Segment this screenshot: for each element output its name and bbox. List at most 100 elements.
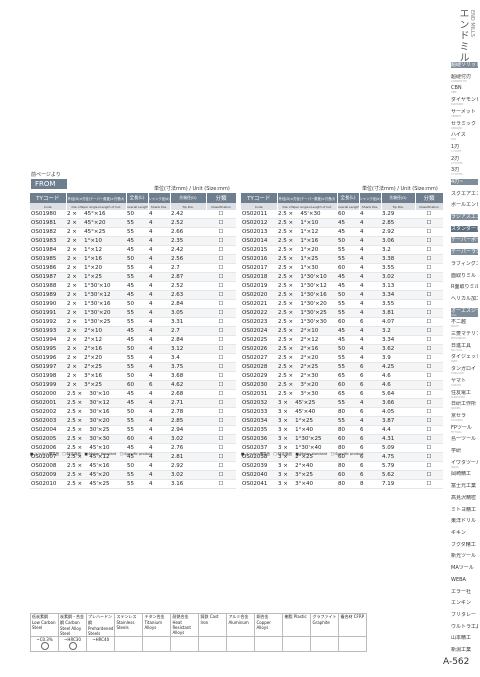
sidebar-item[interactable]: フクダ精工 xyxy=(451,542,478,548)
cell-dia: 2.5 × 1°×16 xyxy=(277,236,337,246)
sidebar-item[interactable]: テーパーラジアス xyxy=(451,249,478,255)
cell-cls: ☐ xyxy=(415,344,443,354)
cell-shank: 4 xyxy=(148,434,170,444)
cell-neck: 3.75 xyxy=(170,362,206,372)
material-rating xyxy=(226,636,256,652)
sidebar-item[interactable]: 島一ツール xyxy=(451,436,478,442)
cell-code: OS02010 xyxy=(30,479,66,489)
sidebar-item[interactable]: WEBA xyxy=(451,577,478,583)
material-rating xyxy=(114,636,144,652)
cell-neck: 2.63 xyxy=(170,290,206,300)
cell-shank: 4 xyxy=(359,335,381,345)
sidebar-item[interactable]: ダイジェット工業DIJET xyxy=(451,354,478,363)
sidebar-item[interactable]: CBN CBN xyxy=(451,85,478,94)
material-rating xyxy=(142,636,172,652)
cell-neck: 3.16 xyxy=(170,479,206,489)
cell-oal: 45 xyxy=(126,443,148,453)
sidebar-item[interactable]: タンガロイ TUNGALOY xyxy=(451,366,478,375)
col-oal: 全長(L) xyxy=(126,193,149,203)
cell-cls: ☐ xyxy=(206,479,236,489)
cell-code: OS02040 xyxy=(241,470,277,480)
sidebar-item[interactable]: MAツール xyxy=(451,565,478,571)
cell-code: OS02027 xyxy=(241,353,277,363)
sidebar-item[interactable]: 超硬付刃 CARBIDE TIP xyxy=(451,74,478,83)
sidebar-item[interactable]: 山本精工 xyxy=(451,635,478,641)
sidebar-item[interactable]: R面取りミル xyxy=(451,284,478,290)
sidebar-item-label: ダイヤモンド xyxy=(451,97,478,103)
cell-cls: ☐ xyxy=(415,362,443,372)
sidebar-item-label: 3刃 xyxy=(451,167,460,173)
table-row: OS01997 2 × 2°×25 55 4 3.75 ☐ xyxy=(30,362,236,372)
sidebar-item[interactable]: サーメット CERMET xyxy=(451,109,478,118)
sidebar-item[interactable]: 面取りミル xyxy=(451,273,478,279)
cell-shank: 4 xyxy=(359,416,381,426)
sidebar-item[interactable]: FPツール FP TOOL xyxy=(451,425,478,434)
sidebar-item[interactable]: オーエスジーOSG xyxy=(451,308,478,317)
sidebar-item[interactable]: 日研工作所 NIKKEN xyxy=(451,401,478,410)
sidebar-item[interactable]: スタンダード xyxy=(451,226,478,232)
cell-neck: 2.42 xyxy=(170,210,206,219)
sidebar-item[interactable]: 不二越 NACHI xyxy=(451,319,478,328)
sidebar-item[interactable]: ヘリカル加工 xyxy=(451,296,478,302)
cell-code: OS02022 xyxy=(241,308,277,318)
table-row: OS01984 2 × 1°×12 45 4 2.42 ☐ xyxy=(30,245,236,255)
sidebar-item[interactable]: 学研 xyxy=(451,448,478,454)
suitable-circle-icon xyxy=(40,642,49,650)
sidebar-item[interactable]: 1刃 1 FLUTE xyxy=(451,144,478,153)
sidebar-item[interactable]: エラー社 xyxy=(451,589,478,595)
table-row: OS02001 2.5 × 30'×12 45 4 2.71 ☐ xyxy=(30,398,236,408)
cell-code: OS02023 xyxy=(241,317,277,327)
sidebar-item[interactable]: 岡崎精工 xyxy=(451,471,478,477)
table-row: OS01980 2 × 45°×16 50 4 2.42 ☐ xyxy=(30,210,236,219)
sidebar-item[interactable]: 富士元工業 xyxy=(451,483,478,489)
sidebar-item[interactable]: 超硬ソリッド xyxy=(451,62,478,68)
sidebar-item[interactable]: 京セラ KYOCERA xyxy=(451,413,478,422)
sidebar-item[interactable]: 日進工具 NS TOOL xyxy=(451,343,478,352)
cell-neck: 3.02 xyxy=(170,470,206,480)
cell-cls: ☐ xyxy=(206,362,236,372)
sidebar-item[interactable]: エンギン xyxy=(451,600,478,606)
sidebar-item[interactable]: スクエアエンドミル xyxy=(451,191,478,197)
sidebar-item[interactable]: ヤマト YAMATO xyxy=(451,378,478,387)
cell-shank: 4 xyxy=(148,317,170,327)
sidebar-item[interactable]: ラジアスエンドミル xyxy=(451,214,478,220)
sidebar-item[interactable]: ウルトラ工具 xyxy=(451,624,478,630)
cell-shank: 4 xyxy=(148,272,170,282)
sidebar-item[interactable]: ハイス HSS xyxy=(451,132,478,141)
col-cls: 分類 xyxy=(415,193,444,203)
sidebar-item[interactable]: ギキン xyxy=(451,530,478,536)
sidebar-item[interactable]: ミトヨ精工 xyxy=(451,507,478,513)
sidebar-item[interactable]: ダイヤモンド DIAMOND xyxy=(451,97,478,106)
sidebar-item[interactable]: 4刃~ xyxy=(451,179,478,185)
sidebar-item[interactable]: 新光ツール xyxy=(451,553,478,559)
sidebar-item[interactable]: 東洋ドリル xyxy=(451,518,478,524)
cell-cls: ☐ xyxy=(206,452,236,462)
cell-neck: 3.34 xyxy=(381,290,415,300)
sidebar-item[interactable]: ラフィングエンドミル xyxy=(451,261,478,267)
cell-shank: 6 xyxy=(359,362,381,372)
sidebar-item[interactable]: 高見沢精密 xyxy=(451,495,478,501)
cell-oal: 55 xyxy=(337,398,359,408)
sidebar-item-label: 高見沢精密 xyxy=(451,495,477,501)
cell-shank: 4 xyxy=(148,218,170,228)
cell-dia: 2 × 45°×16 xyxy=(66,210,126,219)
sidebar-item[interactable]: テーパーボール xyxy=(451,237,478,243)
sidebar-item[interactable]: セラミック CERAMIC xyxy=(451,121,478,130)
cell-code: OS02037 xyxy=(241,443,277,453)
sidebar-item-sublabel: FP TOOL xyxy=(451,431,462,434)
sidebar-item[interactable]: 2刃 2 FLUTES xyxy=(451,156,478,165)
sidebar-item[interactable]: 住友電工 SUMITOMO xyxy=(451,390,478,399)
cell-neck: 3.12 xyxy=(170,344,206,354)
sidebar-item[interactable]: 新潟工業 xyxy=(451,647,478,653)
cell-cls: ☐ xyxy=(415,281,443,291)
material-table: 低炭素鋼 Low Carbon Steel 炭素鋼・合金鋼 Carbon Stee… xyxy=(30,613,368,652)
sidebar-item[interactable]: 三菱マテリアルMITSUBISHI xyxy=(451,331,478,340)
sidebar-item[interactable]: イワタツールIWATA xyxy=(451,460,478,469)
sidebar-item[interactable]: 3刃 3 FLUTES xyxy=(451,167,478,176)
cell-cls: ☐ xyxy=(415,380,443,390)
sidebar-item[interactable]: ボールエンドミル xyxy=(451,202,478,208)
sidebar-item[interactable]: ブリタレー xyxy=(451,612,478,618)
cell-shank: 6 xyxy=(359,371,381,381)
cell-code: OS02033 xyxy=(241,407,277,417)
sidebar-item-label: テーパーボール xyxy=(451,237,478,243)
